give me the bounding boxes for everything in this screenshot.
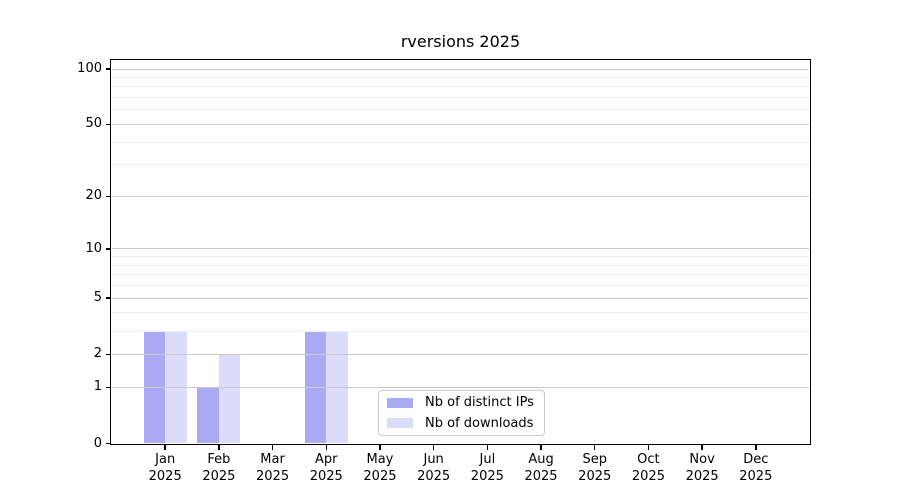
y-tick (106, 68, 111, 70)
gridline-minor (112, 86, 809, 88)
gridline-major (112, 297, 809, 299)
x-tick (218, 444, 220, 450)
y-tick (106, 297, 111, 299)
y-tick (106, 353, 111, 356)
x-tick (755, 444, 757, 450)
y-tick (106, 123, 111, 126)
gridline-minor (112, 141, 809, 143)
x-tick (164, 444, 166, 450)
legend-swatch-distinct-ips (387, 397, 413, 408)
y-tick-label: 20 (85, 188, 102, 204)
x-tick (540, 444, 542, 450)
x-tick (486, 444, 489, 450)
gridline-minor (112, 256, 809, 258)
x-tick-label: May 2025 (363, 452, 397, 484)
x-tick-label: Nov 2025 (685, 452, 719, 484)
legend-label: Nb of downloads (425, 415, 534, 431)
y-tick (106, 442, 111, 445)
gridline-major (112, 248, 809, 250)
x-tick-label: Aug 2025 (524, 452, 558, 484)
legend-swatch-downloads (387, 418, 413, 429)
y-tick-label: 50 (85, 116, 102, 132)
x-tick (432, 444, 435, 450)
x-tick-label: Jul 2025 (470, 452, 504, 484)
legend-label: Nb of distinct IPs (425, 395, 534, 411)
x-tick-label: Feb 2025 (202, 452, 236, 484)
gridline-major (112, 386, 809, 388)
y-tick-label: 1 (93, 379, 102, 395)
x-tick (701, 444, 703, 450)
y-tick (106, 248, 111, 250)
y-tick-label: 0 (93, 435, 102, 451)
x-tick (325, 444, 328, 450)
y-tick (106, 386, 111, 388)
x-tick-label: Mar 2025 (256, 452, 290, 484)
chart-title: rversions 2025 (400, 32, 521, 51)
legend: Nb of distinct IPs Nb of downloads (378, 390, 545, 436)
y-tick-label: 2 (93, 346, 102, 362)
x-tick-label: Jan 2025 (148, 452, 182, 484)
gridline-minor (112, 330, 809, 332)
gridline-minor (112, 274, 809, 276)
gridline-major (112, 123, 809, 125)
gridline-minor (112, 109, 809, 111)
gridline-major (112, 353, 809, 355)
x-tick-label: Oct 2025 (631, 452, 665, 484)
x-tick-label: Apr 2025 (309, 452, 343, 484)
y-tick-label: 10 (85, 240, 102, 256)
gridline-minor (112, 285, 809, 287)
legend-row: Nb of downloads (379, 414, 544, 432)
x-tick-label: Sep 2025 (578, 452, 612, 484)
x-tick (647, 444, 650, 450)
y-tick-label: 5 (93, 290, 102, 306)
x-tick (271, 444, 274, 450)
gridline-minor (112, 97, 809, 99)
gridline-minor (112, 312, 809, 314)
x-tick (379, 444, 381, 450)
gridline-major (112, 68, 809, 70)
legend-row: Nb of distinct IPs (379, 394, 544, 412)
y-tick-label: 100 (77, 61, 102, 76)
bar-distinct-ips (197, 387, 219, 444)
gridline-major (112, 195, 809, 197)
gridline-minor (112, 164, 809, 166)
y-tick (106, 195, 111, 198)
x-tick-label: Dec 2025 (739, 452, 773, 484)
gridline-minor (112, 264, 809, 266)
bar-downloads (218, 354, 241, 444)
gridline-minor (112, 76, 809, 78)
x-tick (593, 444, 596, 450)
x-tick-label: Jun 2025 (417, 452, 451, 484)
